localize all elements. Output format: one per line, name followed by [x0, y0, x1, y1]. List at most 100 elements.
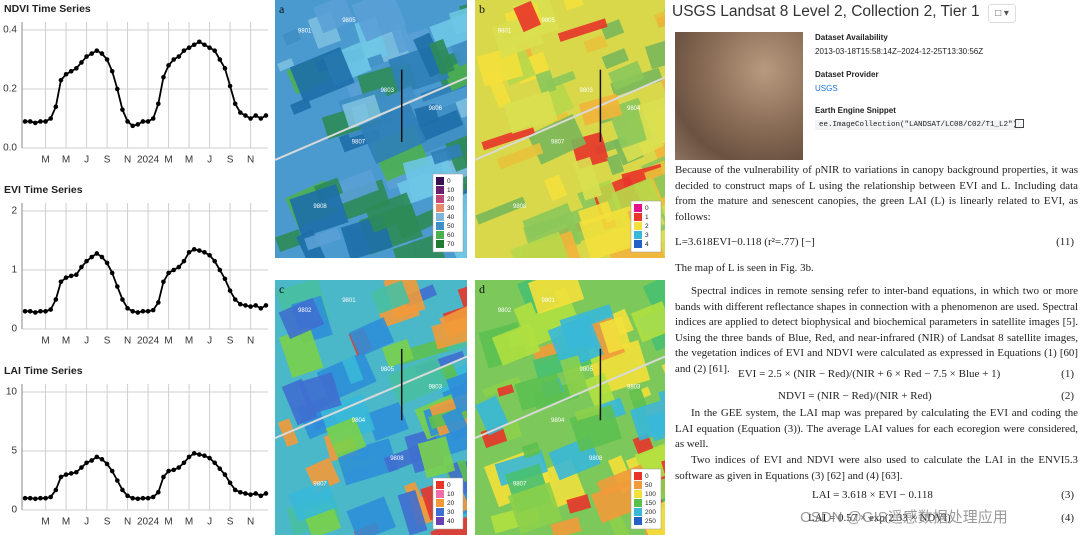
- data-point: [181, 48, 187, 53]
- provider-link[interactable]: USGS: [815, 84, 838, 93]
- field-label: 9801: [342, 298, 356, 304]
- map-field: [325, 417, 367, 458]
- map-field: [579, 206, 642, 258]
- panel-letter: c: [279, 282, 284, 296]
- map-panel: [275, 0, 467, 258]
- y-tick-label: 5: [11, 446, 17, 457]
- data-point: [94, 251, 100, 256]
- map-field: [601, 48, 629, 70]
- map-field: [599, 316, 632, 354]
- x-tick-label: 2024: [137, 155, 160, 166]
- data-point: [191, 247, 197, 252]
- data-point: [258, 116, 264, 121]
- panel-letter: a: [279, 2, 285, 16]
- data-point: [135, 496, 141, 502]
- data-point: [115, 86, 120, 92]
- map-field: [359, 103, 427, 165]
- field-label: 9801: [298, 29, 312, 35]
- y-tick-label: 10: [6, 387, 18, 398]
- data-point: [186, 250, 192, 255]
- map-field: [298, 372, 342, 416]
- data-point: [53, 104, 59, 109]
- map-field: [289, 47, 355, 104]
- map-field: [606, 153, 625, 176]
- legend-label: 250: [645, 518, 656, 525]
- data-point: [238, 301, 243, 307]
- map-field: [341, 355, 364, 385]
- legend-label: 0: [447, 178, 451, 185]
- data-point: [145, 309, 151, 314]
- panel-letter: b: [479, 2, 485, 16]
- data-point: [115, 284, 120, 289]
- data-point: [48, 494, 53, 500]
- map-field: [545, 70, 576, 90]
- x-tick-label: J: [207, 155, 212, 166]
- map-field: [379, 85, 416, 112]
- map-field: [313, 0, 355, 34]
- map-field: [441, 407, 467, 442]
- legend-swatch: [436, 231, 444, 239]
- map-field: [544, 174, 568, 202]
- chart-title: EVI Time Series: [4, 184, 83, 196]
- field-label: 9802: [298, 308, 312, 314]
- data-point: [176, 264, 182, 270]
- map-field: [476, 45, 524, 87]
- y-tick-label: 0: [11, 324, 17, 335]
- map-field: [496, 142, 544, 170]
- map-field: [367, 53, 385, 68]
- data-point: [99, 51, 105, 56]
- y-tick-label: 2: [11, 206, 17, 217]
- map-field: [346, 496, 397, 535]
- data-point: [89, 254, 94, 260]
- data-point: [84, 54, 89, 59]
- data-point: [99, 456, 105, 462]
- data-point: [22, 119, 28, 124]
- map-field: [572, 156, 603, 201]
- x-tick-label: N: [247, 155, 254, 166]
- paragraph: In the GEE system, the LAI map was prepa…: [675, 407, 1078, 451]
- data-point: [94, 48, 100, 53]
- map-field: [664, 132, 665, 163]
- x-tick-label: M: [62, 336, 70, 347]
- data-point: [125, 493, 130, 499]
- x-tick-label: N: [124, 336, 131, 347]
- data-point: [263, 113, 269, 118]
- legend-label: 4: [645, 241, 649, 248]
- data-point: [79, 465, 84, 470]
- data-point: [115, 478, 120, 483]
- map-field: [653, 171, 665, 199]
- data-point: [212, 48, 217, 53]
- snippet-code: ee.ImageCollection("LANDSAT/LC08/C02/T1_…: [815, 120, 1022, 130]
- data-point: [176, 54, 182, 59]
- legend-swatch: [436, 195, 444, 203]
- map-field: [457, 284, 467, 326]
- data-point: [238, 490, 243, 495]
- copy-icon[interactable]: [1015, 119, 1024, 128]
- data-point: [156, 300, 161, 305]
- data-point: [89, 458, 94, 463]
- data-point: [48, 307, 53, 312]
- map-field: [282, 28, 302, 46]
- map-field: [521, 441, 541, 459]
- legend-label: 150: [645, 500, 656, 507]
- field-label: 9804: [551, 418, 565, 424]
- map-road: [475, 355, 665, 440]
- data-point: [145, 119, 151, 124]
- data-point: [258, 493, 264, 499]
- legend-swatch: [436, 222, 444, 230]
- field-label: 9805: [342, 18, 356, 24]
- data-point: [125, 119, 130, 124]
- data-point: [130, 495, 135, 501]
- bookmark-button[interactable]: □ ▾: [988, 4, 1016, 23]
- legend-label: 0: [645, 205, 649, 212]
- data-point: [227, 288, 233, 293]
- x-tick-label: N: [247, 336, 254, 347]
- map-field: [414, 103, 440, 128]
- map-field: [397, 490, 428, 535]
- legend-label: 30: [447, 205, 455, 212]
- data-point: [166, 468, 171, 474]
- data-point: [248, 116, 253, 121]
- data-point: [120, 297, 125, 302]
- x-tick-label: M: [185, 336, 193, 347]
- x-tick-label: M: [164, 155, 172, 166]
